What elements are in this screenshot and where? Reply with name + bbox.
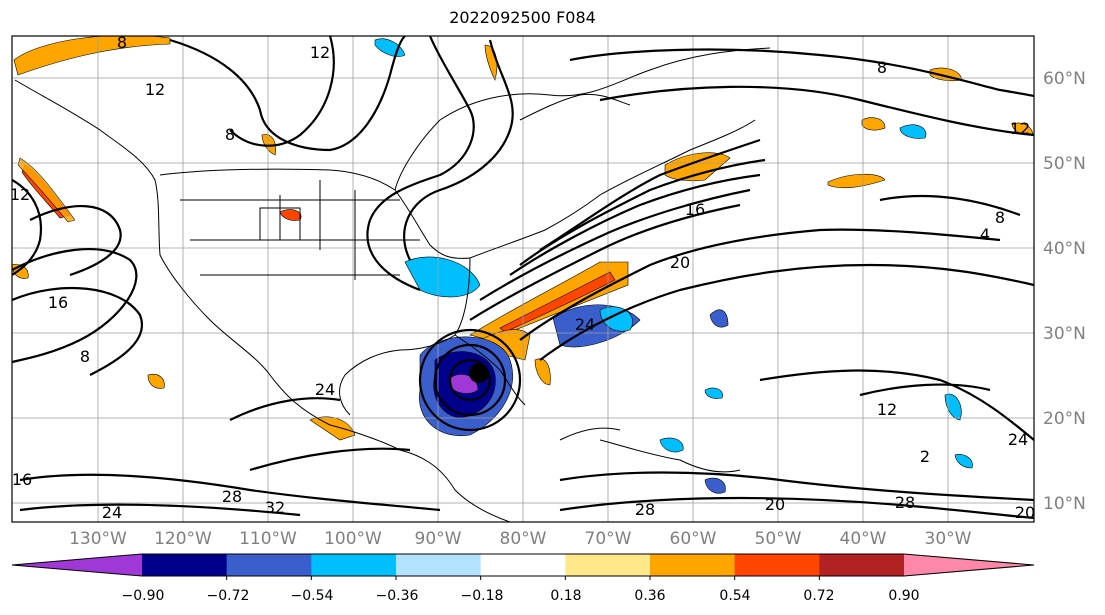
contour-label: 20 (1015, 503, 1035, 522)
contour-label: 16 (685, 200, 705, 219)
contours (12, 36, 1034, 520)
lon-label: 100°W (324, 529, 382, 549)
contour-label: 12 (1010, 119, 1030, 138)
lon-label: 70°W (585, 529, 632, 549)
contour-label: 12 (10, 185, 30, 204)
contour-label: 2 (920, 447, 930, 466)
colorbar-tick-labels: −0.90 −0.72 −0.54 −0.36 −0.18 0.18 0.36 … (122, 588, 920, 604)
colorbar-segment (142, 554, 228, 576)
lat-label: 60°N (1043, 69, 1086, 89)
lat-label: 20°N (1043, 409, 1086, 429)
lat-label: 50°N (1043, 154, 1086, 174)
contour-label: 28 (222, 487, 242, 506)
contour-label: 8 (877, 58, 887, 77)
colorbar-extension-high (904, 554, 1034, 576)
map-panel: 8 12 12 8 8 12 8 16 24 20 16 8 28 32 24 … (10, 33, 1035, 522)
contour-label: 8 (117, 33, 127, 52)
contour-label: 12 (310, 43, 330, 62)
colorbar-tick-label: 0.36 (634, 588, 665, 604)
contour-label: 20 (765, 495, 785, 514)
positive-anomaly-band-inner (499, 271, 616, 333)
lon-label: 80°W (500, 529, 547, 549)
lon-label: 110°W (239, 529, 297, 549)
contour-label: 8 (80, 347, 90, 366)
lon-label: 120°W (154, 529, 212, 549)
lon-label: 40°W (840, 529, 887, 549)
contour-label: 24 (1008, 430, 1028, 449)
colorbar-segment (396, 554, 482, 576)
colorbar-segment (311, 554, 397, 576)
contour-label: 28 (895, 493, 915, 512)
contour-label: 20 (670, 253, 690, 272)
lon-label: 50°W (755, 529, 802, 549)
colorbar-segment (650, 554, 736, 576)
lon-label: 90°W (415, 529, 462, 549)
colorbar-outline (11, 553, 1035, 577)
colorbar-tick-label: 0.54 (719, 588, 750, 604)
lon-label: 30°W (925, 529, 972, 549)
lon-label: 60°W (670, 529, 717, 549)
contour-label: 4 (980, 225, 990, 244)
colorbar-tick-label: −0.18 (461, 588, 504, 604)
contour-label: 12 (145, 80, 165, 99)
lat-label: 40°N (1043, 239, 1086, 259)
lat-label: 10°N (1043, 494, 1086, 514)
colorbar-tick-label: −0.90 (122, 588, 165, 604)
positive-anomaly-band (469, 261, 629, 341)
lon-label: 130°W (69, 529, 127, 549)
contour-label: 16 (12, 470, 32, 489)
contour-label: 32 (265, 498, 285, 517)
contour-label: 24 (315, 380, 335, 399)
colorbar-segment (734, 554, 820, 576)
colorbar-tick-label: −0.72 (207, 588, 250, 604)
storm-center-marker (469, 363, 489, 383)
contour-label: 8 (995, 208, 1005, 227)
colorbar-segment (819, 554, 905, 576)
longitude-labels: 130°W 120°W 110°W 100°W 90°W 80°W 70°W 6… (69, 529, 972, 549)
colorbar-tick-label: −0.36 (376, 588, 419, 604)
contour-label: 24 (102, 503, 122, 522)
coastlines (14, 47, 771, 522)
contour-label: 24 (575, 315, 595, 334)
colorbar-extension-low (12, 554, 142, 576)
colorbar-segment (480, 554, 566, 576)
latitude-labels: 60°N 50°N 40°N 30°N 20°N 10°N (1043, 69, 1086, 514)
colorbar (11, 553, 1035, 580)
map-title: 2022092500 F084 (449, 8, 596, 27)
contour-label: 8 (225, 125, 235, 144)
contour-labels: 8 12 12 8 8 12 8 16 24 20 16 8 28 32 24 … (10, 33, 1035, 522)
contour-label: 28 (635, 500, 655, 519)
colorbar-tick-label: 0.72 (803, 588, 834, 604)
lat-label: 30°N (1043, 324, 1086, 344)
graticule (12, 36, 1034, 522)
contour-label: 12 (877, 400, 897, 419)
colorbar-tick-label: −0.54 (291, 588, 334, 604)
contour-label: 16 (48, 293, 68, 312)
colorbar-tick-label: 0.18 (550, 588, 581, 604)
colorbar-tick-label: 0.90 (888, 588, 919, 604)
colorbar-segment (226, 554, 312, 576)
map-frame (11, 35, 1035, 523)
colorbar-segment (565, 554, 651, 576)
